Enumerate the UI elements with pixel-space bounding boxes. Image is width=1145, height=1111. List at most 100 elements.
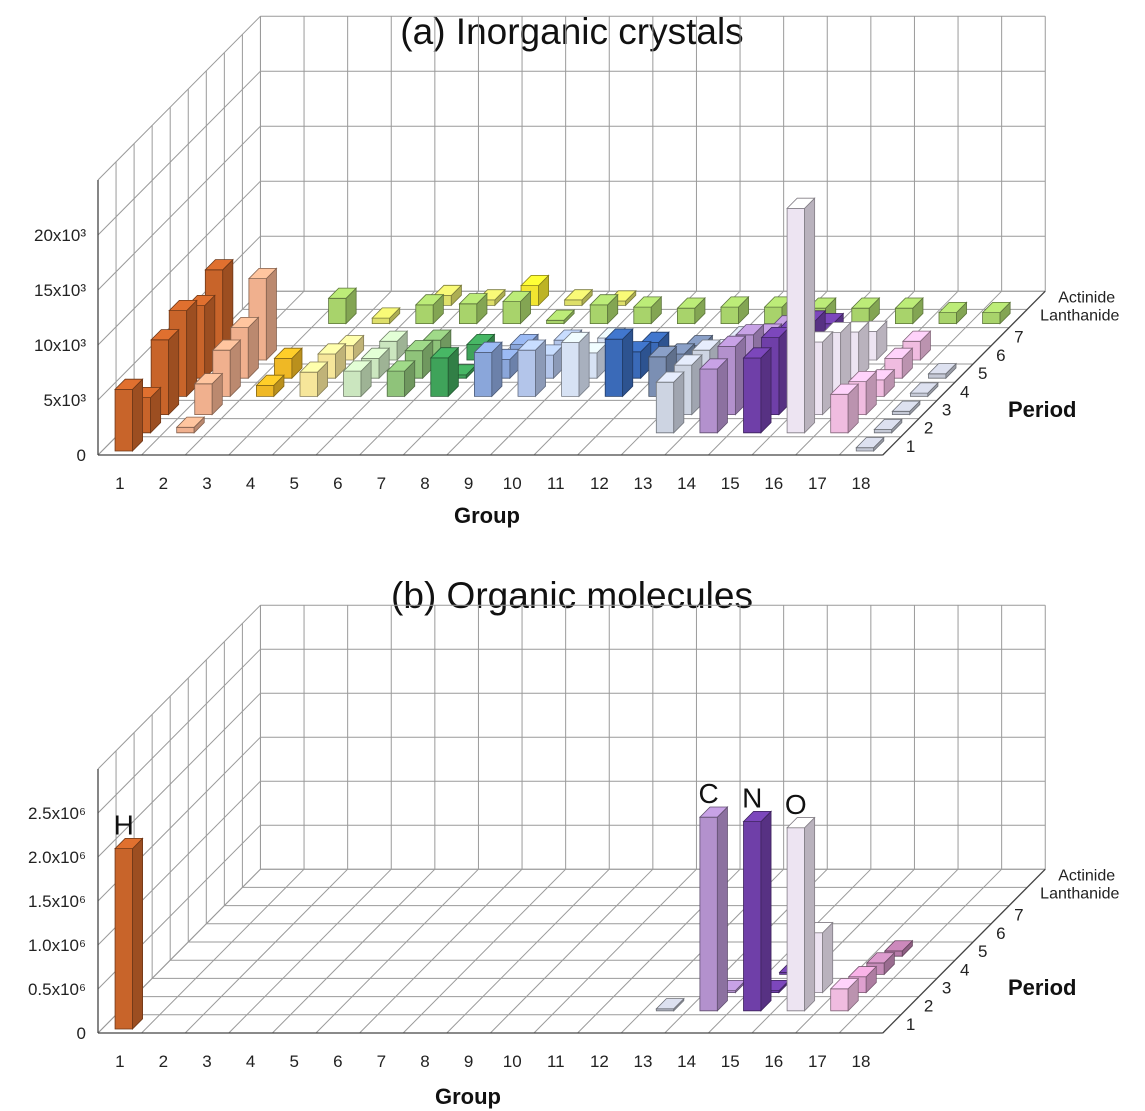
bar-top-face	[894, 297, 924, 309]
bar-top-face	[829, 978, 860, 990]
bar-top-face	[473, 341, 503, 353]
panel-a-x-axis-title: Group	[454, 503, 520, 528]
bar-top-face	[655, 998, 685, 1010]
value-tick-label: 20x10³	[34, 226, 86, 245]
bar-front-face	[895, 307, 914, 324]
bar-top-face	[883, 347, 914, 359]
bar-group-10-period-4	[560, 331, 591, 398]
bar-group-18-period-4	[909, 381, 939, 398]
group-tick-label: 10	[503, 1052, 522, 1071]
group-tick-label: 16	[764, 474, 783, 493]
bar-top-face	[716, 335, 747, 347]
group-tick-label: 15	[721, 1052, 740, 1071]
bar-front-face	[677, 307, 696, 324]
panel-a-inorganic-crystals: (a) Inorganic crystals 1 2 3 4 5 6 7 8 9 10 11 12 13…	[34, 11, 1119, 528]
bar-top-face	[273, 347, 303, 359]
bar-top-face	[168, 300, 198, 311]
bar-top-face	[211, 339, 242, 351]
bar-top-face	[927, 363, 957, 375]
bar-top-face	[150, 329, 180, 341]
bar-group-16-period-8	[894, 297, 924, 325]
value-tick-label: 15x10³	[34, 281, 86, 300]
bar-group-16-period-2	[786, 197, 816, 434]
bar-top-face	[414, 294, 445, 306]
bar-front-face	[459, 303, 478, 324]
bar-top-face	[517, 339, 547, 351]
bar-front-face	[982, 312, 1001, 324]
group-tick-label: 7	[377, 1052, 386, 1071]
group-tick-label: 2	[159, 1052, 168, 1071]
bar-front-face	[564, 299, 583, 306]
bar-top-face	[901, 330, 932, 342]
period-tick-label: 5	[978, 364, 987, 383]
floor-gridline	[272, 868, 436, 1034]
bar-top-face	[883, 940, 914, 952]
side-wall-gridline	[97, 180, 261, 346]
floor-gridline	[838, 868, 1003, 1034]
side-wall-gridline	[97, 125, 261, 291]
bar-side-face	[132, 378, 143, 452]
bar-group-3-period-4	[255, 374, 285, 398]
bar-top-face	[850, 297, 881, 309]
side-wall-gridline	[97, 692, 261, 858]
bar-side-face	[168, 328, 180, 416]
value-tick-label: 0.5x10⁶	[28, 980, 86, 999]
bar-side-face	[578, 331, 590, 398]
element-label-O: O	[785, 789, 807, 820]
group-tick-label: 5	[289, 1052, 298, 1071]
bar-front-face	[938, 312, 957, 324]
bar-top-face	[204, 259, 234, 271]
bar-group-4-period-4	[299, 361, 329, 398]
group-tick-label: 18	[852, 474, 871, 493]
bar-top-face	[938, 302, 968, 313]
floor-gridline	[751, 868, 915, 1034]
bar-side-face	[822, 921, 834, 994]
panel-a-tick-labels: 1 2 3 4 5 6 7 8 9 10 11 12 13 14 15 16 17 1805x10³10x10³1…	[34, 226, 1119, 493]
panel-b-title: (b) Organic molecules	[391, 575, 753, 616]
period-tick-label: 6	[996, 924, 1005, 943]
bar-group-13-period-2	[655, 371, 685, 434]
bar-front-face	[474, 351, 493, 397]
bar-front-face	[910, 392, 929, 397]
bar-group-18-period-8	[981, 301, 1012, 325]
bar-top-face	[847, 966, 878, 978]
period-tick-label: Actinide	[1058, 867, 1115, 884]
bar-top-face	[299, 361, 329, 373]
bar-top-face	[360, 347, 391, 359]
group-tick-label: 12	[590, 1052, 609, 1071]
period-tick-label: 6	[996, 346, 1005, 365]
bar-front-face	[546, 319, 565, 324]
bar-top-face	[647, 346, 678, 358]
panel-a-title: (a) Inorganic crystals	[400, 11, 743, 52]
bar-front-face	[194, 383, 213, 415]
side-wall-gridline	[97, 604, 261, 770]
bar-side-face	[760, 810, 772, 1012]
bar-top-face	[604, 328, 634, 340]
period-tick-label: Actinide	[1058, 289, 1115, 306]
element-label-C: C	[699, 778, 719, 809]
bar-group-8-period-4	[473, 341, 503, 398]
group-tick-label: 4	[246, 474, 255, 493]
bar-top-face	[698, 358, 729, 370]
floor-gridline	[359, 868, 523, 1034]
bar-group-5-period-4	[342, 359, 373, 398]
bar-top-face	[193, 373, 224, 385]
bar-top-face	[632, 296, 663, 308]
bar-front-face	[873, 429, 893, 434]
bar-front-face	[176, 426, 195, 434]
bar-top-face	[720, 296, 750, 308]
bar-front-face	[855, 447, 875, 452]
bar-top-face	[676, 297, 706, 309]
bar-front-face	[114, 388, 133, 452]
value-tick-label: 0	[77, 1024, 86, 1043]
group-tick-label: 10	[503, 474, 522, 493]
bar-top-face	[545, 309, 576, 321]
panel-b-organic-molecules: (b) Organic molecules C N OH 1 2 3 4 5 6 7 8 9 10 11…	[28, 575, 1120, 1109]
bar-front-face	[371, 317, 391, 324]
group-tick-label: 14	[677, 1052, 696, 1071]
bar-top-face	[822, 322, 852, 333]
bar-top-face	[114, 838, 144, 849]
bar-top-face	[342, 360, 373, 372]
bar-group-3-period-8	[327, 287, 358, 325]
bar-side-face	[265, 267, 277, 361]
